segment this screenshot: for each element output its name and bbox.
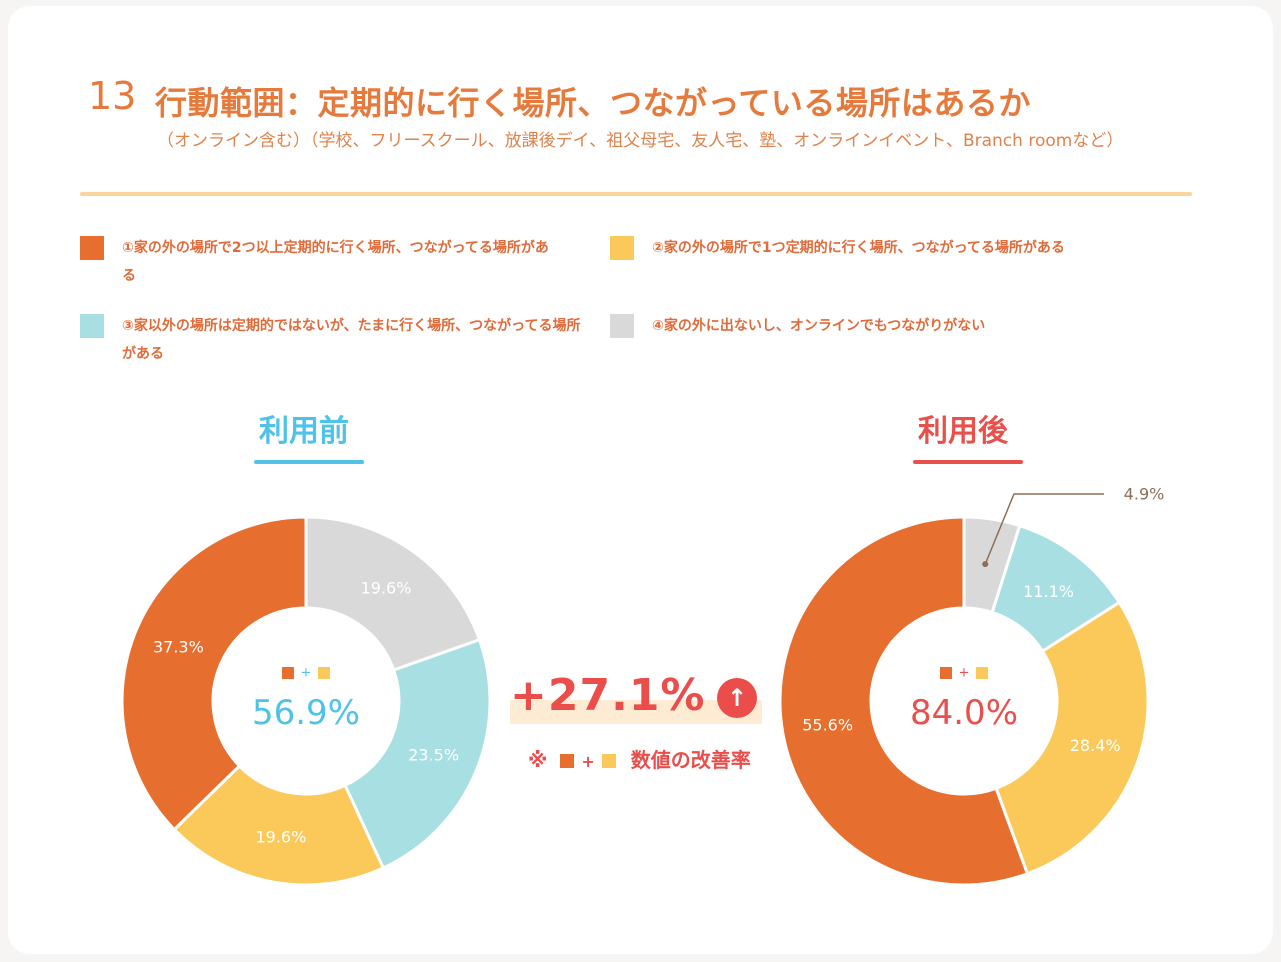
data-label: 19.6% bbox=[255, 828, 306, 847]
center-swatch-yellow bbox=[976, 667, 988, 679]
data-label: 4.9% bbox=[1124, 485, 1165, 504]
note-swatch-yellow bbox=[601, 754, 616, 768]
chart-title-before: 利用前 bbox=[224, 406, 384, 464]
donut-segment bbox=[304, 515, 482, 672]
donut-segment bbox=[172, 763, 386, 887]
legend-swatch-cyan bbox=[80, 314, 104, 338]
data-label: 23.5% bbox=[408, 745, 459, 764]
legend-swatch-gray bbox=[610, 314, 634, 338]
note-swatch-orange bbox=[560, 754, 575, 768]
donut-before: 19.6% 23.5% 19.6% 37.3% +56.9% bbox=[120, 515, 492, 887]
chart-title-before-underline bbox=[254, 460, 364, 464]
center-total-value: 56.9% bbox=[252, 693, 360, 733]
chart-title-after-text: 利用後 bbox=[918, 414, 1008, 449]
data-label: 37.3% bbox=[153, 638, 204, 657]
donut-segment bbox=[778, 515, 1030, 887]
center-plus: + bbox=[959, 666, 970, 681]
data-label: 55.6% bbox=[802, 716, 853, 735]
improvement-value: +27.1% bbox=[510, 670, 706, 721]
leader-dot bbox=[982, 561, 989, 568]
page-title: 行動範囲：定期的に行く場所、つながっている場所はあるか bbox=[155, 84, 1031, 122]
header-divider bbox=[80, 192, 1192, 196]
leader-line bbox=[984, 493, 1104, 565]
chart-title-after-underline bbox=[913, 460, 1023, 464]
note-mark: ※ bbox=[528, 748, 548, 772]
chart-title-before-text: 利用前 bbox=[259, 414, 349, 449]
legend-label: ④家の外に出ないし、オンラインでもつながりがない bbox=[652, 318, 986, 334]
data-label: 19.6% bbox=[361, 578, 412, 597]
chart-title-after: 利用後 bbox=[883, 406, 1043, 464]
note-plus: + bbox=[581, 752, 595, 771]
legend-label: ③家以外の場所は定期的ではないが、たまに行く場所、つながってる場所がある bbox=[122, 318, 581, 362]
improvement-note: ※ + 数値の改善率 bbox=[528, 744, 751, 774]
page-subtitle: （オンライン含む）（学校、フリースクール、放課後デイ、祖父母宅、友人宅、塾、オン… bbox=[157, 131, 1124, 151]
donut-segment bbox=[994, 600, 1150, 876]
legend-label: ②家の外の場所で1つ定期的に行く場所、つながってる場所がある bbox=[652, 240, 1065, 256]
improvement-block: +27.1% ↑ bbox=[510, 670, 762, 728]
center-plus: + bbox=[301, 666, 312, 681]
legend-swatch-yellow bbox=[610, 236, 634, 260]
legend-swatch-orange bbox=[80, 236, 104, 260]
note-text: 数値の改善率 bbox=[630, 748, 751, 772]
section-number: 13 bbox=[88, 74, 137, 118]
up-arrow-icon: ↑ bbox=[717, 678, 757, 718]
center-swatch-orange bbox=[940, 667, 952, 679]
center-swatch-yellow bbox=[318, 667, 330, 679]
donut-segment bbox=[120, 515, 308, 832]
donut-segment bbox=[343, 637, 492, 870]
center-total-value: 84.0% bbox=[910, 693, 1018, 733]
center-swatch-orange bbox=[282, 667, 294, 679]
donut-after: 4.9% 11.1% 28.4% 55.6% +84.0% bbox=[778, 485, 1165, 887]
data-label: 28.4% bbox=[1070, 736, 1121, 755]
legend-label: ①家の外の場所で2つ以上定期的に行く場所、つながってる場所がある bbox=[122, 240, 549, 284]
data-label: 11.1% bbox=[1023, 582, 1074, 601]
